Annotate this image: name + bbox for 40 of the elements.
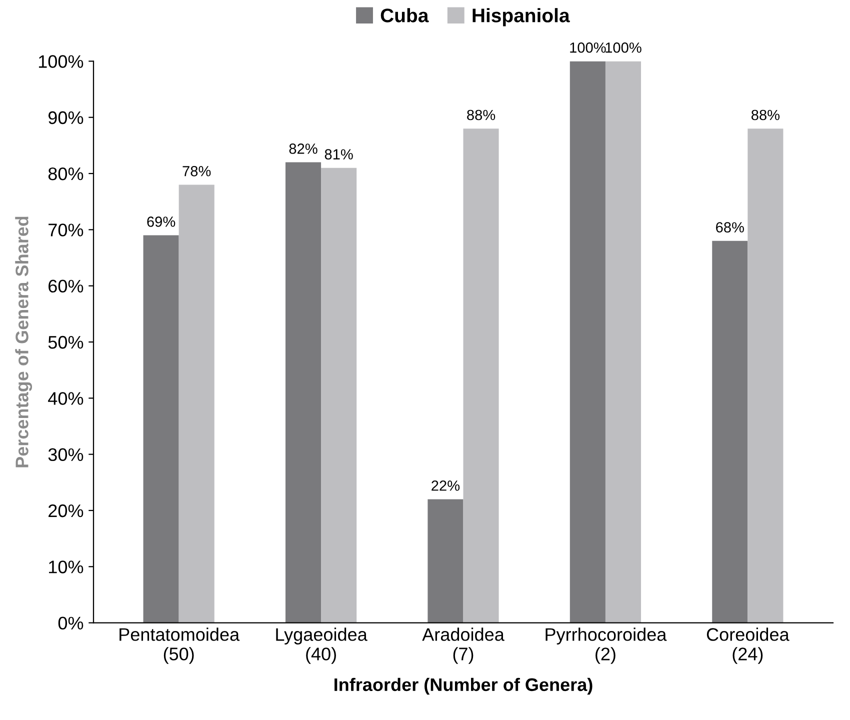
- y-tick-label: 40%: [48, 392, 84, 405]
- data-label: 78%: [182, 166, 211, 176]
- y-tick-label: 70%: [48, 224, 84, 236]
- bar: [463, 128, 499, 623]
- y-tick-label: 80%: [48, 167, 84, 180]
- x-tick-label: Pyrrhocoroidea (2): [546, 628, 667, 664]
- bar: [428, 499, 464, 623]
- y-axis-title: Percentage of Genera Shared: [15, 216, 32, 468]
- bar: [748, 128, 784, 623]
- x-tick-label: Aradoidea (7): [422, 628, 504, 664]
- legend-label: Cuba: [380, 8, 429, 22]
- y-tick-label: 20%: [48, 504, 84, 518]
- x-tick-label: Lygaeoidea (40): [276, 628, 368, 664]
- x-tick-label: Pentatomoidea (50): [120, 628, 240, 664]
- data-label: 100%: [606, 42, 642, 53]
- bar: [285, 162, 322, 623]
- y-tick-label: 0%: [58, 616, 84, 630]
- data-label: 81%: [324, 149, 353, 160]
- data-label: 100%: [570, 42, 606, 53]
- bar: [605, 61, 642, 623]
- y-tick-label: 10%: [49, 560, 84, 574]
- y-tick-label: 30%: [48, 448, 84, 462]
- data-label: 22%: [432, 480, 460, 491]
- data-label: 88%: [467, 110, 496, 120]
- bar: [178, 184, 214, 623]
- bar: [143, 235, 179, 623]
- data-label: 69%: [147, 216, 176, 227]
- y-tick-label: 50%: [48, 336, 84, 349]
- data-label: 82%: [289, 144, 318, 154]
- y-tick-label: 90%: [48, 111, 84, 124]
- x-axis-title: Infraorder (Number of Genera): [334, 678, 592, 695]
- legend-label: Hispaniola: [472, 8, 570, 26]
- bar: [570, 61, 606, 623]
- y-tick-label: 60%: [48, 280, 84, 293]
- data-label: 68%: [716, 222, 744, 232]
- y-tick-label: 100%: [38, 55, 84, 68]
- bar: [712, 240, 748, 623]
- bar: [321, 168, 357, 623]
- data-label: 88%: [751, 110, 780, 120]
- x-tick-label: Coreoidea (24): [706, 628, 790, 664]
